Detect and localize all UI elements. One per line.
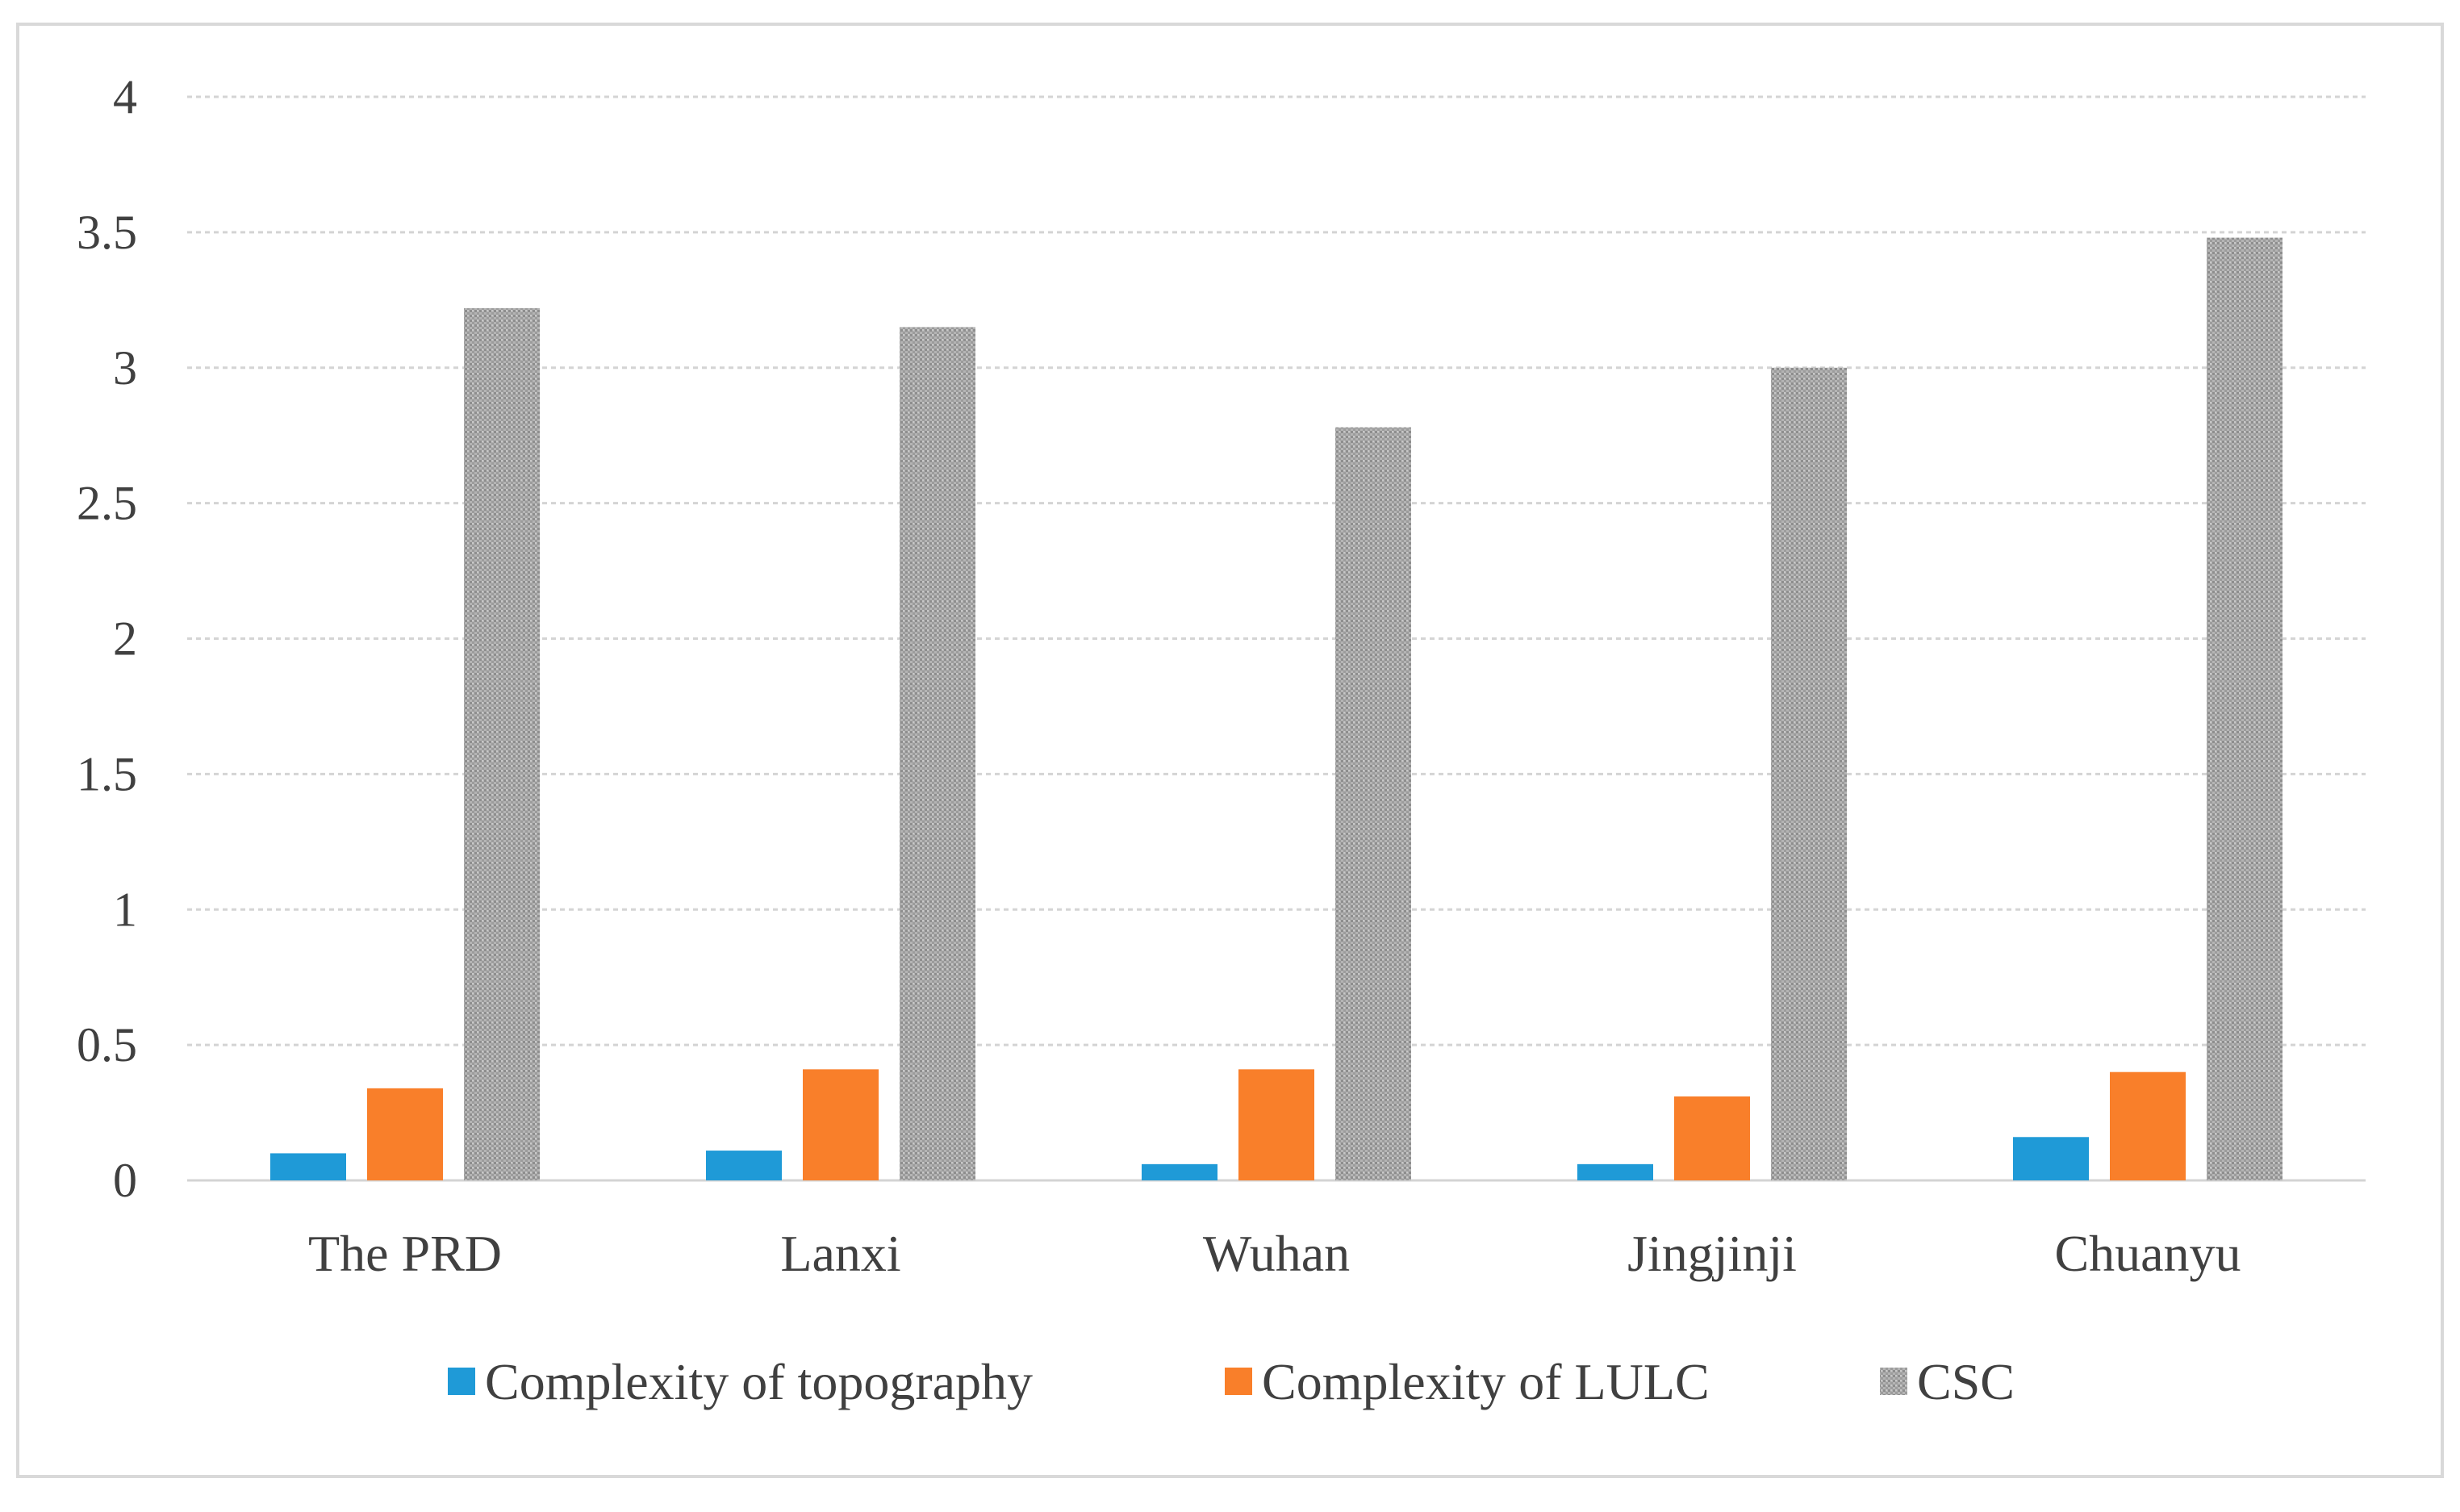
- legend-swatch: [448, 1368, 475, 1395]
- legend-swatch: [1880, 1368, 1907, 1395]
- y-tick-label: 1.5: [77, 747, 137, 800]
- bar: [1335, 427, 1411, 1180]
- legend: Complexity of topography Complexity of LU…: [448, 1353, 2015, 1410]
- bar: [1674, 1096, 1750, 1180]
- category-label: The PRD: [308, 1225, 502, 1282]
- bar: [803, 1069, 879, 1180]
- y-tick-label: 3: [113, 341, 137, 395]
- bars: [270, 237, 2282, 1181]
- bar: [2110, 1071, 2186, 1180]
- gridlines: [187, 95, 2366, 1182]
- category-label: Lanxi: [780, 1225, 900, 1282]
- category-label: Wuhan: [1203, 1225, 1350, 1282]
- y-tick-label: 2.5: [77, 477, 137, 530]
- bar: [1238, 1069, 1314, 1180]
- y-tick-label: 3.5: [77, 206, 137, 259]
- category-label: Chuanyu: [2054, 1225, 2241, 1282]
- legend-label: Complexity of LULC: [1262, 1353, 1710, 1410]
- bar: [1577, 1163, 1653, 1180]
- bar: [706, 1151, 782, 1180]
- bar: [1771, 367, 1847, 1180]
- category-label: Jingjinji: [1627, 1225, 1797, 1282]
- y-tick-label: 1: [113, 883, 137, 936]
- chart-border: [16, 23, 2444, 1478]
- legend-label: Complexity of topography: [485, 1353, 1033, 1410]
- bar: [2207, 237, 2282, 1181]
- bar: [2013, 1137, 2089, 1180]
- x-axis: The PRD Lanxi Wuhan Jingjinji Chuanyu: [308, 1225, 2241, 1282]
- y-axis: 0 0.5 1 1.5 2 2.5 3 3.5 4: [77, 70, 137, 1207]
- bar: [1142, 1163, 1217, 1180]
- y-tick-label: 0.5: [77, 1018, 137, 1071]
- y-tick-label: 0: [113, 1154, 137, 1207]
- bar: [270, 1153, 346, 1180]
- bar: [464, 307, 540, 1180]
- bar: [900, 327, 975, 1181]
- legend-swatch: [1225, 1368, 1252, 1395]
- legend-label: CSC: [1917, 1353, 2015, 1410]
- y-tick-label: 2: [113, 612, 137, 666]
- y-tick-label: 4: [113, 70, 137, 123]
- bar: [367, 1088, 443, 1180]
